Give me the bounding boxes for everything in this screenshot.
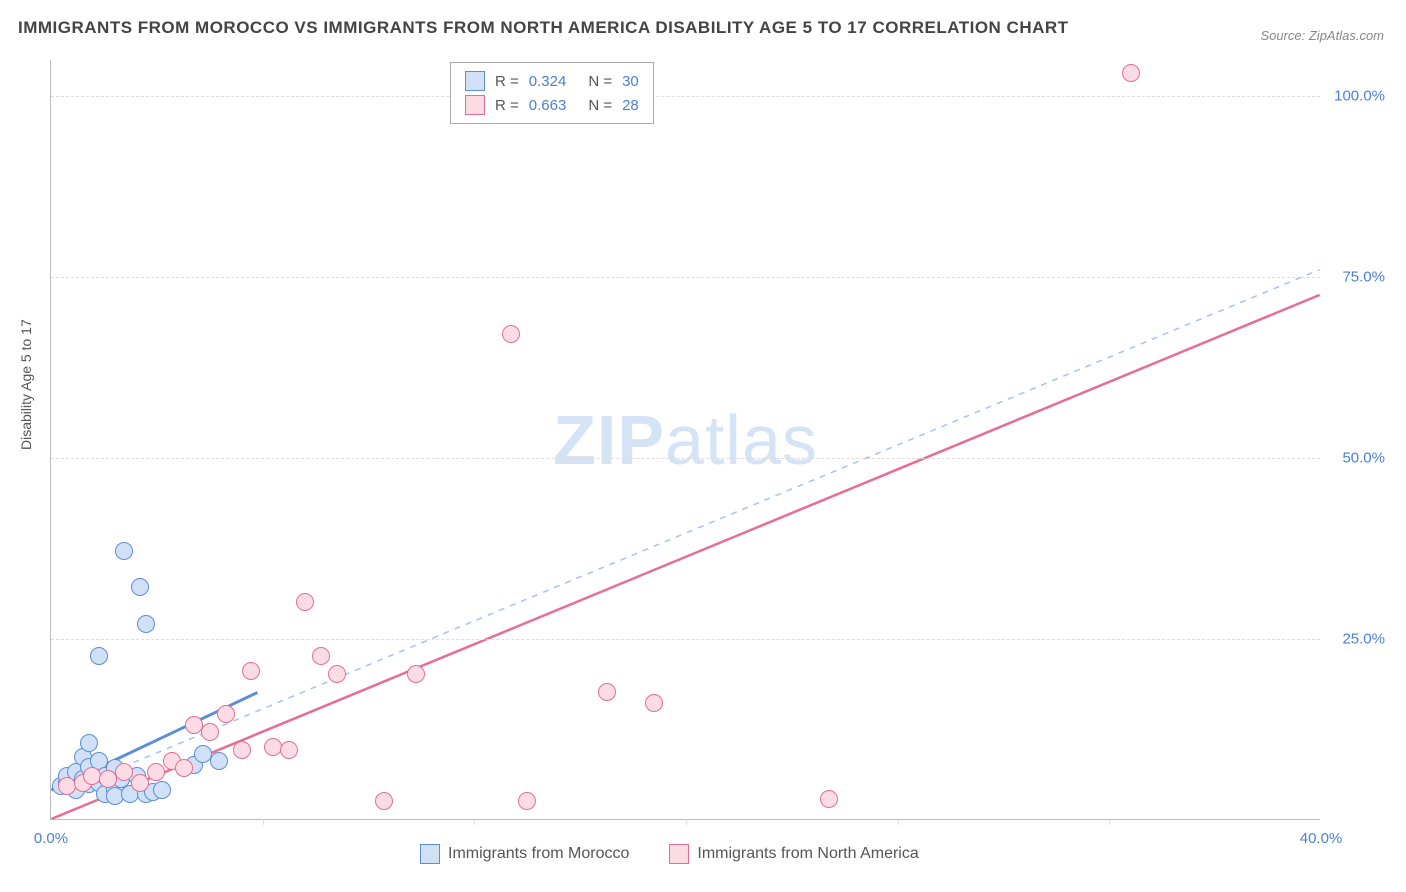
data-point bbox=[242, 662, 260, 680]
data-point bbox=[502, 325, 520, 343]
data-point bbox=[175, 759, 193, 777]
data-point bbox=[153, 781, 171, 799]
legend-item-na: Immigrants from North America bbox=[669, 844, 918, 864]
chart-svg bbox=[51, 60, 1320, 819]
data-point bbox=[820, 790, 838, 808]
data-point bbox=[137, 615, 155, 633]
chart-title: IMMIGRANTS FROM MOROCCO VS IMMIGRANTS FR… bbox=[18, 18, 1069, 38]
series-legend: Immigrants from Morocco Immigrants from … bbox=[420, 844, 919, 864]
x-tick-label: 40.0% bbox=[1300, 830, 1343, 847]
correlation-legend: R = 0.324 N = 30 R = 0.663 N = 28 bbox=[450, 62, 654, 124]
y-axis-label: Disability Age 5 to 17 bbox=[18, 319, 34, 450]
swatch-na-icon bbox=[669, 844, 689, 864]
data-point bbox=[115, 542, 133, 560]
r-label: R = bbox=[495, 73, 519, 90]
correlation-row-2: R = 0.663 N = 28 bbox=[465, 93, 639, 117]
n-value-morocco: 30 bbox=[622, 73, 639, 90]
x-tick-mark bbox=[898, 819, 899, 825]
y-tick-label: 50.0% bbox=[1342, 450, 1385, 467]
x-tick-mark bbox=[474, 819, 475, 825]
n-label: N = bbox=[588, 97, 612, 114]
data-point bbox=[115, 763, 133, 781]
grid-line-h bbox=[51, 458, 1320, 459]
y-tick-label: 100.0% bbox=[1334, 88, 1385, 105]
x-tick-mark bbox=[686, 819, 687, 825]
data-point bbox=[375, 792, 393, 810]
data-point bbox=[407, 665, 425, 683]
n-label: N = bbox=[588, 73, 612, 90]
grid-line-h bbox=[51, 96, 1320, 97]
data-point bbox=[328, 665, 346, 683]
watermark-atlas: atlas bbox=[665, 401, 818, 479]
data-point bbox=[90, 647, 108, 665]
data-point bbox=[217, 705, 235, 723]
data-point bbox=[1122, 64, 1140, 82]
x-tick-label: 0.0% bbox=[34, 830, 68, 847]
data-point bbox=[518, 792, 536, 810]
data-point bbox=[312, 647, 330, 665]
data-point bbox=[131, 774, 149, 792]
grid-line-h bbox=[51, 277, 1320, 278]
n-value-na: 28 bbox=[622, 97, 639, 114]
r-label: R = bbox=[495, 97, 519, 114]
data-point bbox=[131, 578, 149, 596]
chart-container: IMMIGRANTS FROM MOROCCO VS IMMIGRANTS FR… bbox=[0, 0, 1406, 892]
swatch-na-icon bbox=[465, 95, 485, 115]
data-point bbox=[280, 741, 298, 759]
plot-area: ZIPatlas 25.0%50.0%75.0%100.0%0.0%40.0% bbox=[50, 60, 1320, 820]
data-point bbox=[598, 683, 616, 701]
correlation-row-1: R = 0.324 N = 30 bbox=[465, 69, 639, 93]
x-tick-mark bbox=[1109, 819, 1110, 825]
data-point bbox=[233, 741, 251, 759]
data-point bbox=[645, 694, 663, 712]
legend-label-na: Immigrants from North America bbox=[697, 845, 918, 863]
r-value-na: 0.663 bbox=[529, 97, 567, 114]
r-value-morocco: 0.324 bbox=[529, 73, 567, 90]
source-label: Source: ZipAtlas.com bbox=[1260, 28, 1384, 43]
grid-line-h bbox=[51, 639, 1320, 640]
legend-label-morocco: Immigrants from Morocco bbox=[448, 845, 629, 863]
data-point bbox=[201, 723, 219, 741]
data-point bbox=[210, 752, 228, 770]
watermark: ZIPatlas bbox=[553, 400, 818, 480]
data-point bbox=[147, 763, 165, 781]
data-point bbox=[80, 734, 98, 752]
legend-item-morocco: Immigrants from Morocco bbox=[420, 844, 629, 864]
x-tick-mark bbox=[263, 819, 264, 825]
swatch-morocco-icon bbox=[420, 844, 440, 864]
data-point bbox=[296, 593, 314, 611]
swatch-morocco-icon bbox=[465, 71, 485, 91]
y-tick-label: 25.0% bbox=[1342, 631, 1385, 648]
y-tick-label: 75.0% bbox=[1342, 269, 1385, 286]
watermark-zip: ZIP bbox=[553, 401, 665, 479]
